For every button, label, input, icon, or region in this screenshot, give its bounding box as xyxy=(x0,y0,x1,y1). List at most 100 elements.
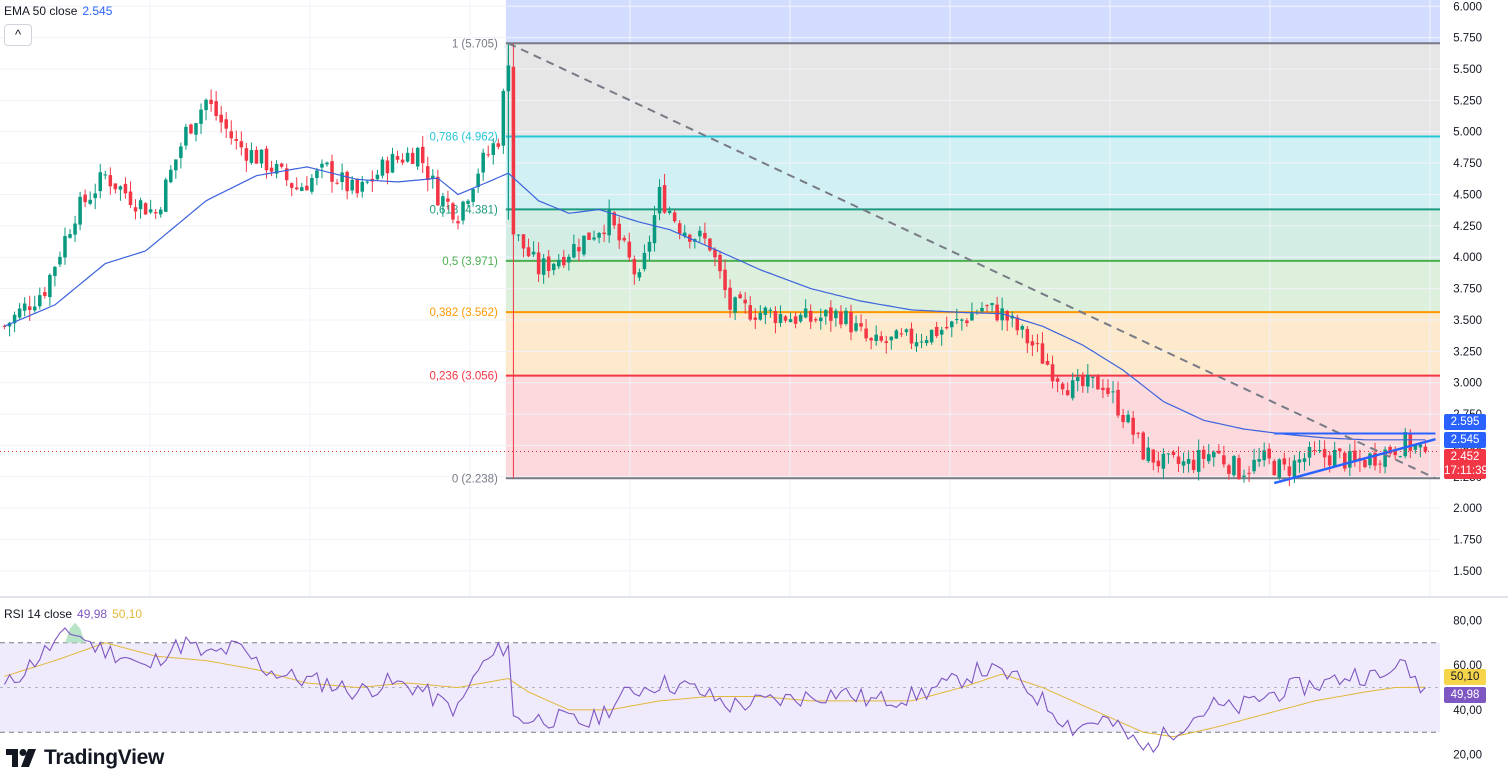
candle-body xyxy=(1030,341,1035,346)
candle-body xyxy=(224,119,228,129)
candle-body xyxy=(541,258,546,275)
candle-body xyxy=(819,317,823,322)
candle-body xyxy=(300,187,304,191)
candle-body xyxy=(189,124,193,134)
tradingview-logo-icon xyxy=(6,749,36,767)
candle-body xyxy=(1302,458,1307,462)
candle-body xyxy=(1423,446,1428,452)
candle-body xyxy=(1393,451,1397,456)
candle-body xyxy=(425,166,430,181)
fib-zone xyxy=(505,209,1441,261)
candle-body xyxy=(1116,389,1120,416)
candle-body xyxy=(667,210,672,214)
candle-body xyxy=(486,154,490,156)
candle-body xyxy=(1287,466,1292,476)
candle-body xyxy=(919,341,924,343)
candle-body xyxy=(1217,450,1221,454)
candle-body xyxy=(859,323,863,327)
candle-body xyxy=(854,323,858,331)
last-price-value: 2.452 xyxy=(1450,451,1480,463)
candle-body xyxy=(728,287,732,310)
candle-body xyxy=(98,172,103,192)
candle-body xyxy=(471,189,475,202)
candle-body xyxy=(1060,383,1065,390)
candle-body xyxy=(778,314,783,323)
candle-body xyxy=(1222,455,1226,465)
candle-body xyxy=(1106,387,1110,394)
candle-body xyxy=(1196,450,1201,472)
candle-body xyxy=(1262,450,1266,461)
candle-body xyxy=(869,338,873,341)
ema-legend-value: 2.545 xyxy=(82,4,113,18)
candle-body xyxy=(22,303,27,311)
price-tick-label: 5.750 xyxy=(1453,33,1482,45)
candle-body xyxy=(763,307,768,315)
main-legend[interactable]: EMA 50 close 2.545 xyxy=(4,4,112,18)
candle-body xyxy=(1050,364,1055,382)
candle-body xyxy=(27,306,32,311)
candle-body xyxy=(909,328,914,344)
candle-body xyxy=(889,336,894,341)
candle-body xyxy=(753,317,758,320)
tradingview-logo[interactable]: TradingView xyxy=(6,746,164,770)
candle-body xyxy=(879,336,883,341)
candle-body xyxy=(1091,376,1095,378)
collapse-legend-button[interactable]: ^ xyxy=(4,24,32,46)
candle-body xyxy=(73,223,77,235)
candle-body xyxy=(708,238,712,251)
ema-line xyxy=(4,166,1426,441)
candle-body xyxy=(1025,329,1030,344)
candle-body xyxy=(1075,377,1080,382)
candle-body xyxy=(169,169,173,183)
support-trendline xyxy=(1273,437,1436,485)
candle-body xyxy=(43,292,47,297)
candle-body xyxy=(1322,449,1327,458)
candle-body xyxy=(461,201,465,221)
candle-body xyxy=(1186,459,1191,464)
candle-body xyxy=(813,319,818,321)
fib-level-label: 1 (5.705) xyxy=(452,38,498,50)
candle-body xyxy=(294,187,299,190)
price-tick-label: 3.250 xyxy=(1453,346,1482,358)
rsi-ma-legend-value: 50,10 xyxy=(112,607,143,621)
candle-body xyxy=(420,146,425,164)
candle-body xyxy=(914,342,919,347)
chevron-up-icon: ^ xyxy=(14,27,22,42)
candle-body xyxy=(350,179,354,191)
candle-body xyxy=(632,259,637,275)
candle-body xyxy=(531,251,536,255)
candle-body xyxy=(970,313,974,321)
candle-body xyxy=(572,244,576,258)
candle-body xyxy=(738,294,742,299)
rsi-legend[interactable]: RSI 14 close 49,98 50,10 xyxy=(4,607,142,621)
price-tick-label: 3.750 xyxy=(1453,284,1482,296)
candle-body xyxy=(924,340,929,344)
price-tick-label: 5.250 xyxy=(1453,95,1482,107)
candle-body xyxy=(627,241,632,258)
candle-body xyxy=(1383,449,1387,467)
candle-body xyxy=(330,161,334,182)
candle-body xyxy=(269,167,274,172)
candle-body xyxy=(38,295,42,307)
price-axis[interactable]: 6.000 5.750 5.500 5.250 5.000 4.750 4.500 4.250… xyxy=(1442,0,1508,596)
candle-body xyxy=(254,149,259,164)
candle-body xyxy=(1111,391,1115,393)
candle-body xyxy=(481,152,485,173)
candle-body xyxy=(2,325,7,327)
candle-body xyxy=(718,254,722,272)
candle-body xyxy=(1378,463,1382,465)
candle-body xyxy=(355,179,359,194)
candle-body xyxy=(652,215,657,244)
candle-body xyxy=(884,341,889,343)
candle-body xyxy=(68,234,72,238)
candle-body xyxy=(1242,475,1246,477)
drawn-trendlines[interactable] xyxy=(0,42,1440,485)
candle-body xyxy=(325,162,329,165)
candle-body xyxy=(788,319,793,323)
candle-body xyxy=(12,314,17,324)
candle-body xyxy=(904,329,909,333)
candle-body xyxy=(305,185,309,191)
ema-price-tag: 2.545 xyxy=(1444,432,1486,448)
candle-body xyxy=(1247,472,1251,474)
